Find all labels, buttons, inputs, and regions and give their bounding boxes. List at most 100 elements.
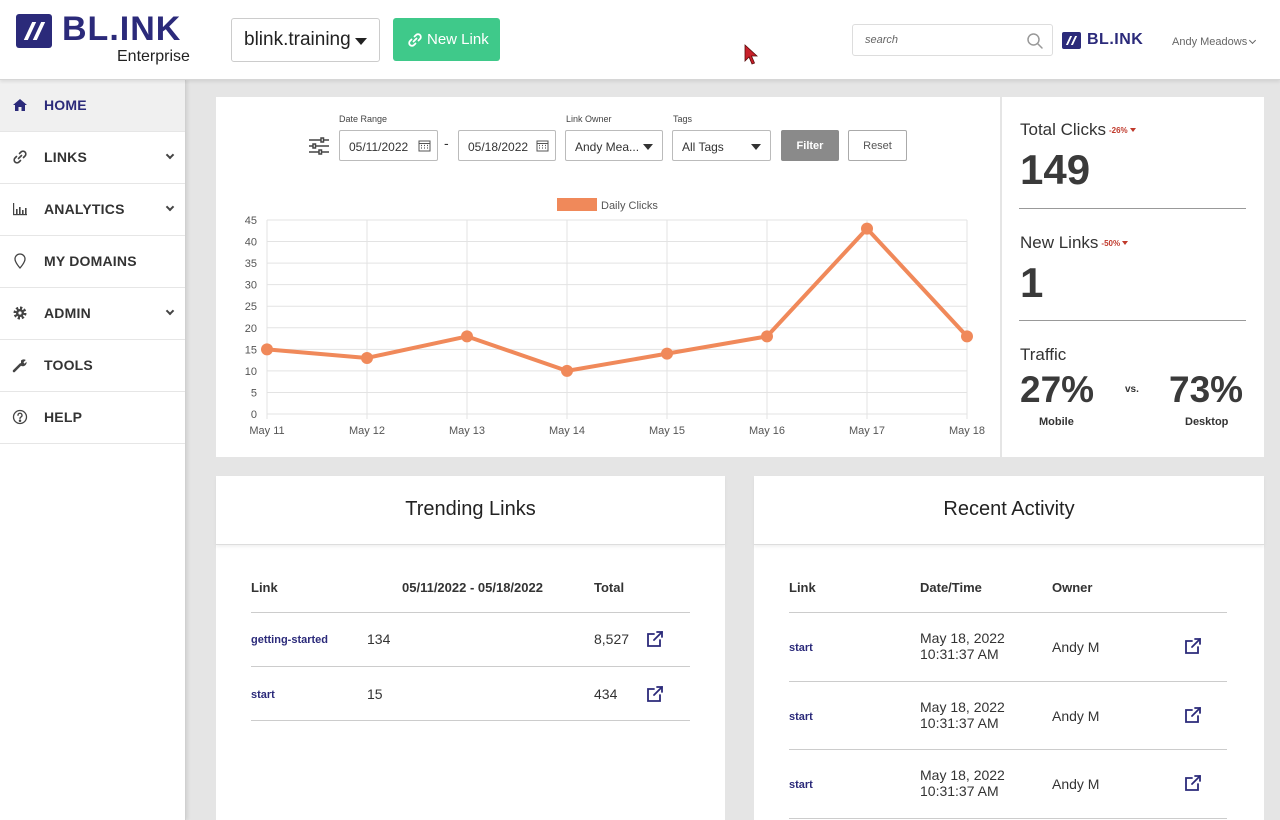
filter-button[interactable]: Filter (781, 130, 839, 161)
y-tick-label: 20 (245, 323, 257, 335)
x-tick-label: May 16 (749, 425, 785, 437)
new-links-label: New Links -50% (1020, 233, 1129, 253)
sidebar-item-label: TOOLS (44, 357, 93, 373)
sidebar-item-analytics[interactable]: ANALYTICS (0, 184, 185, 236)
y-tick-label: 30 (245, 280, 257, 292)
table-divider (789, 818, 1227, 819)
external-link-icon[interactable] (645, 684, 665, 704)
sidebar: HOME LINKS ANALYTICS MY DOMAINS ADMIN (0, 80, 186, 820)
domain-select[interactable]: blink.training (231, 18, 380, 62)
external-link-icon[interactable] (645, 629, 665, 649)
stats-divider (1019, 208, 1246, 209)
activity-time: 10:31:37 AM (920, 783, 999, 799)
external-link-icon[interactable] (1183, 636, 1203, 656)
total-clicks-title: Total Clicks (1020, 120, 1106, 139)
table-divider (789, 612, 1227, 613)
total-clicks-delta-text: -26% (1108, 126, 1128, 135)
mobile-percentage: 27% (1020, 369, 1095, 410)
new-links-delta: -50% (1101, 239, 1129, 248)
stats-divider (1019, 320, 1246, 321)
link-icon (408, 33, 422, 47)
sidebar-item-admin[interactable]: ADMIN (0, 288, 185, 340)
map-pin-icon (14, 253, 26, 269)
activity-link[interactable]: start (789, 642, 813, 654)
brand-mark-icon (1062, 32, 1081, 49)
filter-sliders-icon[interactable] (308, 135, 330, 157)
reset-button[interactable]: Reset (848, 130, 907, 161)
tags-select[interactable]: All Tags (672, 130, 771, 161)
sidebar-item-help[interactable]: HELP (0, 392, 185, 444)
activity-datetime: May 18, 2022 10:31:37 AM (920, 767, 1005, 799)
stats-panel: Total Clicks -26% 149 New Links -50% 1 Tra… (1002, 97, 1264, 457)
sidebar-item-label: HELP (44, 409, 83, 425)
activity-link[interactable]: start (789, 711, 813, 723)
total-clicks-value: 149 (1020, 146, 1091, 193)
chevron-down-icon (165, 150, 175, 160)
top-header: BL.INK Enterprise blink.training New Lin… (0, 0, 1280, 80)
data-point (261, 343, 273, 356)
sidebar-item-home[interactable]: HOME (0, 80, 185, 132)
start-date-input[interactable]: 05/11/2022 (339, 130, 438, 161)
activity-owner: Andy M (1052, 776, 1100, 792)
mobile-label: Mobile (1039, 416, 1074, 428)
sidebar-item-label: MY DOMAINS (44, 253, 137, 269)
caret-down-icon (1129, 128, 1136, 132)
blink-logo[interactable]: BL.INK Enterprise (16, 10, 196, 70)
domain-select-value: blink.training (244, 29, 351, 50)
logo-subtitle: Enterprise (117, 48, 190, 65)
tags-value: All Tags (682, 140, 724, 154)
sidebar-item-tools[interactable]: TOOLS (0, 340, 185, 392)
y-tick-label: 5 (251, 387, 257, 399)
data-point (861, 222, 873, 235)
column-header-link: Link (251, 580, 278, 595)
data-point (461, 330, 473, 343)
search-input[interactable] (853, 25, 1023, 55)
chevron-down-icon (1249, 36, 1257, 45)
link-owner-value: Andy Mea... (575, 140, 640, 154)
activity-time: 10:31:37 AM (920, 715, 999, 731)
user-menu[interactable]: Andy Meadows (1172, 36, 1257, 48)
link-owner-select[interactable]: Andy Mea... (565, 130, 663, 161)
trending-range-count: 15 (367, 686, 383, 702)
activity-owner: Andy M (1052, 639, 1100, 655)
external-link-icon[interactable] (1183, 705, 1203, 725)
y-tick-label: 15 (245, 344, 257, 356)
user-name: Andy Meadows (1172, 36, 1248, 48)
new-link-button[interactable]: New Link (393, 18, 500, 61)
trending-total: 434 (594, 686, 618, 702)
column-header-range: 05/11/2022 - 05/18/2022 (402, 580, 543, 595)
sidebar-item-label: ANALYTICS (44, 201, 125, 217)
home-icon (13, 99, 27, 111)
logo-text: BL.INK (62, 10, 182, 48)
sidebar-item-links[interactable]: LINKS (0, 132, 185, 184)
sidebar-item-label: HOME (44, 97, 87, 113)
search-icon[interactable] (1026, 32, 1044, 50)
column-header-datetime: Date/Time (920, 580, 982, 595)
y-tick-label: 40 (245, 237, 257, 249)
activity-date: May 18, 2022 (920, 767, 1005, 783)
link-owner-label: Link Owner (566, 114, 612, 124)
trending-links-title: Trending Links (216, 476, 725, 545)
search-box (852, 24, 1053, 56)
trending-total: 8,527 (594, 631, 630, 647)
data-point (561, 364, 573, 377)
table-divider (251, 612, 690, 613)
tags-label: Tags (673, 114, 693, 124)
brand-small-logo: BL.INK (1062, 31, 1157, 50)
traffic-vs: vs. (1125, 384, 1139, 395)
trending-link[interactable]: start (251, 689, 275, 701)
new-links-value: 1 (1020, 259, 1044, 306)
chevron-down-icon (165, 202, 175, 212)
daily-clicks-line-chart: 0 5 10 15 20 25 30 35 40 45 May 11 May 12 May 13 May … (245, 198, 985, 437)
activity-owner: Andy M (1052, 708, 1100, 724)
wrench-icon (12, 359, 27, 373)
x-tick-label: May 13 (449, 425, 485, 437)
trending-link[interactable]: getting-started (251, 634, 328, 646)
total-clicks-label: Total Clicks -26% (1020, 120, 1136, 140)
sidebar-item-label: ADMIN (44, 305, 91, 321)
sidebar-item-my-domains[interactable]: MY DOMAINS (0, 236, 185, 288)
external-link-icon[interactable] (1183, 773, 1203, 793)
activity-link[interactable]: start (789, 779, 813, 791)
column-header-link: Link (789, 580, 816, 595)
end-date-input[interactable]: 05/18/2022 (458, 130, 556, 161)
